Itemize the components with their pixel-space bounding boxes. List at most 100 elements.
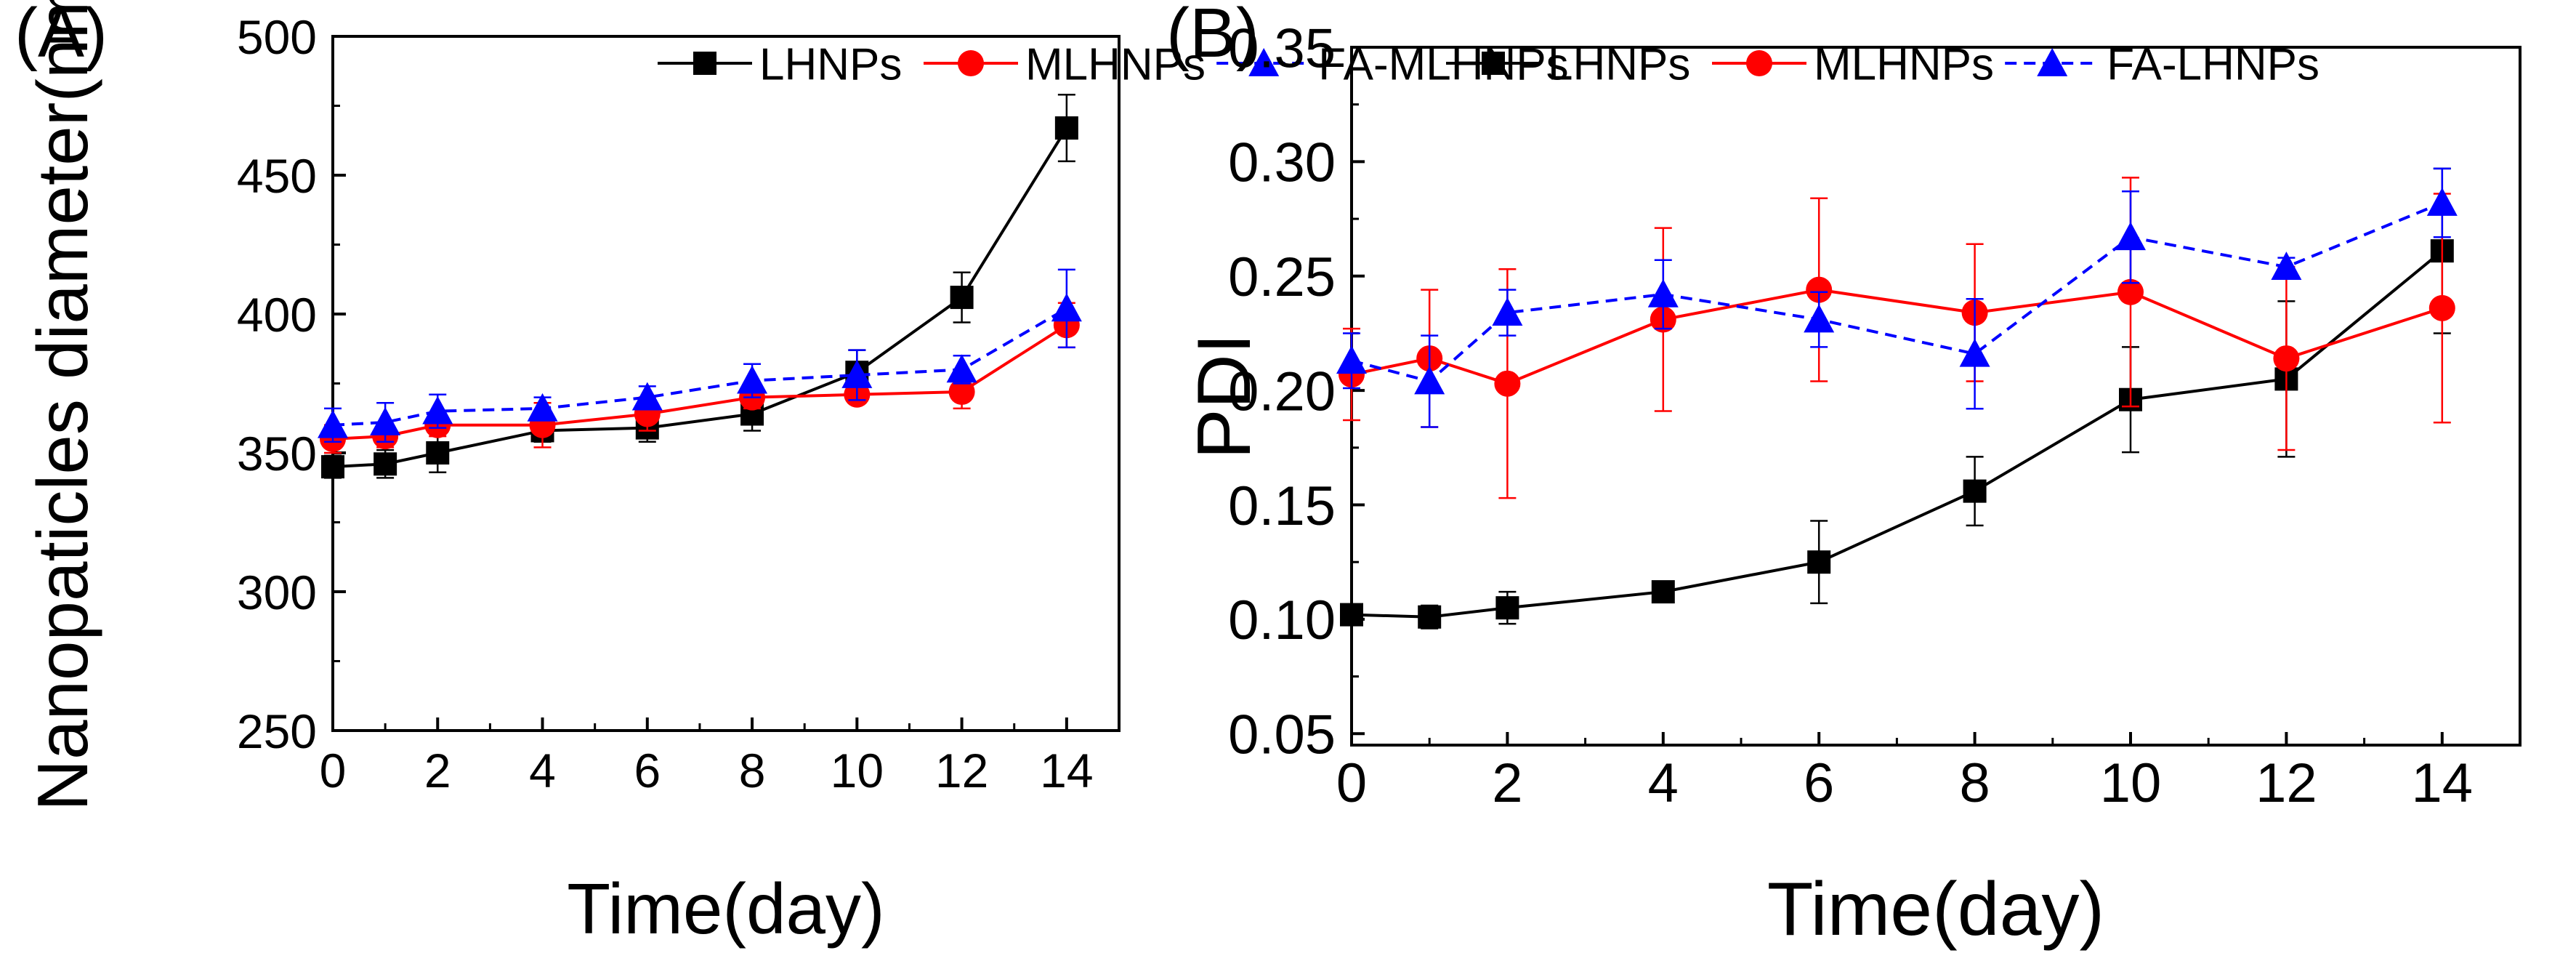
x-tick-label: 0: [1336, 752, 1367, 814]
data-point: [422, 395, 453, 425]
data-point: [2428, 294, 2455, 321]
x-axis: 0 2 4 6 8 10 12 14: [320, 717, 1094, 797]
legend-label: FA-LHNPs: [2107, 39, 2319, 89]
x-tick-label: 14: [1040, 744, 1093, 797]
error-bars: [1343, 177, 2451, 499]
y-tick-label: 450: [237, 149, 317, 203]
x-tick-label: 14: [2412, 752, 2474, 814]
chart-panel-b: 0 2 4 6 8 10 12 14 0.05 0.10 0.15 0.20 0.25 0.30 0.35 T…: [1166, 0, 2522, 952]
data-point: [1054, 116, 1078, 140]
legend-marker: [1746, 50, 1772, 76]
x-tick-label: 8: [1959, 752, 1990, 814]
data-point: [1963, 479, 1987, 503]
y-tick-label: 0.30: [1228, 132, 1336, 194]
x-tick-label: 6: [1804, 752, 1834, 814]
legend-marker: [1482, 52, 1505, 75]
x-tick-label: 4: [529, 744, 556, 797]
data-point: [2273, 345, 2300, 372]
legend-entry: LHNPs: [658, 39, 902, 89]
plot-frame: [331, 35, 1121, 732]
panel-label: (B): [1166, 0, 1259, 72]
x-tick-label: 0: [320, 744, 347, 797]
data-point: [1651, 580, 1675, 604]
x-tick-label: 12: [935, 744, 988, 797]
data-point: [1336, 345, 1367, 374]
legend-marker: [693, 52, 716, 75]
y-axis-label: PDI: [1182, 333, 1267, 459]
series-fa-mlhnps: [318, 268, 1082, 443]
data-point: [527, 393, 558, 422]
x-axis: 0 2 4 6 8 10 12 14: [1336, 732, 2473, 814]
legend: LHNPs MLHNPs FA-LHNPs: [1446, 39, 2319, 89]
y-tick-label: 250: [237, 704, 317, 758]
x-axis-label: Time(day): [1767, 867, 2104, 952]
legend-entry: MLHNPs: [1712, 39, 1994, 89]
data-point: [1804, 304, 1835, 333]
data-point: [1340, 603, 1363, 627]
y-tick-label: 0.25: [1228, 246, 1336, 308]
y-tick-label: 0.10: [1228, 590, 1336, 651]
data-point: [1647, 278, 1679, 307]
y-tick-label: 0.35: [1228, 17, 1336, 79]
legend-label: LHNPs: [1548, 39, 1690, 89]
data-point: [2426, 188, 2458, 216]
y-tick-label: 350: [237, 427, 317, 480]
data-point: [374, 452, 397, 476]
y-tick-label: 300: [237, 566, 317, 619]
y-tick-label: 400: [237, 288, 317, 342]
data-point: [1495, 596, 1519, 620]
panel-label: (A): [15, 0, 108, 72]
data-point: [946, 354, 977, 383]
legend-label: LHNPs: [759, 39, 902, 89]
y-axis: 250 300 350 400 450 500: [237, 10, 346, 758]
y-tick-label: 0.20: [1228, 361, 1336, 422]
data-point: [370, 406, 401, 435]
data-point: [631, 382, 663, 411]
legend-label: MLHNPs: [1814, 39, 1994, 89]
data-point: [737, 365, 768, 394]
data-point: [1806, 276, 1833, 303]
x-tick-label: 10: [2100, 752, 2162, 814]
legend-entry: FA-LHNPs: [2005, 39, 2319, 89]
data-point: [321, 455, 344, 479]
x-tick-label: 12: [2256, 752, 2317, 814]
legend-marker: [1248, 48, 1280, 76]
legend-entry: MLHNPs: [924, 39, 1206, 89]
y-tick-label: 0.05: [1228, 704, 1336, 766]
series-mlhnps: [1339, 177, 2455, 499]
data-point: [1959, 338, 1990, 367]
legend-label: MLHNPs: [1025, 39, 1206, 89]
error-bars: [1343, 167, 2451, 630]
y-tick-label: 500: [237, 10, 317, 64]
legend-entry: LHNPs: [1446, 39, 1690, 89]
x-tick-label: 6: [634, 744, 661, 797]
x-tick-label: 10: [831, 744, 884, 797]
data-point: [1414, 366, 1445, 395]
x-tick-label: 2: [424, 744, 451, 797]
data-point: [1418, 605, 1442, 629]
x-tick-label: 2: [1492, 752, 1522, 814]
data-point: [318, 409, 348, 438]
data-point: [2271, 252, 2302, 281]
data-point: [2117, 278, 2144, 305]
y-axis: 0.05 0.10 0.15 0.20 0.25 0.30 0.35: [1228, 17, 1365, 766]
plot-frame: [1350, 46, 2522, 747]
data-point: [2115, 222, 2146, 251]
x-tick-label: 8: [739, 744, 766, 797]
data-point: [948, 378, 975, 405]
data-point: [1494, 370, 1521, 397]
data-point: [426, 441, 450, 465]
data-point: [1807, 550, 1831, 574]
legend-marker: [2037, 48, 2068, 76]
y-axis-label: Nanopaticles diameter(nm): [23, 0, 102, 811]
y-tick-label: 0.15: [1228, 475, 1336, 537]
series-fa-lhnps: [1336, 167, 2458, 428]
legend: LHNPs MLHNPs FA-MLHNPs: [658, 39, 1569, 89]
series-line: [1351, 249, 2444, 619]
data-point: [1051, 293, 1082, 322]
data-point: [1492, 297, 1523, 326]
data-point: [950, 286, 974, 310]
data-point: [841, 360, 873, 388]
legend-marker: [958, 50, 984, 76]
